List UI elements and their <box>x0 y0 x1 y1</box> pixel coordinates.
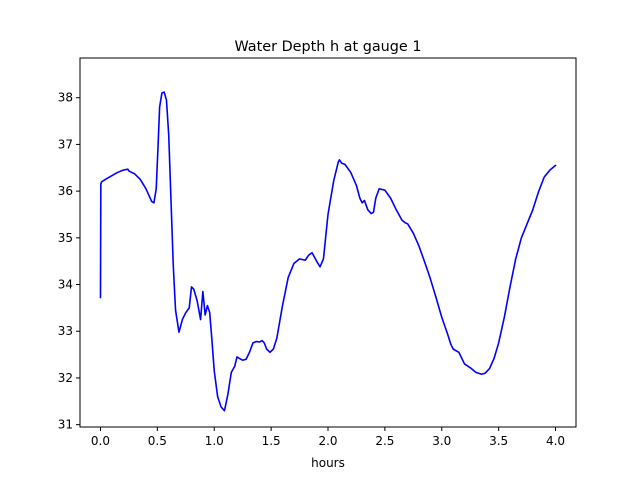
series-layer <box>99 91 557 412</box>
x-tick-label: 4.0 <box>546 434 565 448</box>
y-axis-ticks: 31 32 33 34 35 36 37 38 <box>58 91 80 432</box>
series-line-0 <box>99 91 557 412</box>
y-tick-label: 35 <box>58 231 73 245</box>
chart-title: Water Depth h at gauge 1 <box>234 39 421 55</box>
y-tick-label: 31 <box>58 418 73 432</box>
x-axis-label: hours <box>311 456 345 470</box>
y-tick-label: 37 <box>58 137 73 151</box>
x-tick-label: 2.0 <box>318 434 337 448</box>
x-tick-label: 1.0 <box>205 434 224 448</box>
x-tick-label: 3.0 <box>432 434 451 448</box>
x-tick-label: 1.5 <box>262 434 281 448</box>
y-tick-label: 34 <box>58 278 73 292</box>
plot-area <box>79 57 577 428</box>
x-tick-label: 3.5 <box>489 434 508 448</box>
x-tick-label: 0.5 <box>148 434 167 448</box>
plot-background <box>80 58 576 427</box>
x-axis-ticks: 0.0 0.5 1.0 1.5 2.0 2.5 3.0 3.5 4.0 <box>91 427 565 448</box>
y-tick-label: 36 <box>58 184 73 198</box>
y-tick-label: 32 <box>58 371 73 385</box>
x-tick-label: 2.5 <box>375 434 394 448</box>
y-tick-label: 38 <box>58 91 73 105</box>
y-tick-label: 33 <box>58 324 73 338</box>
x-tick-label: 0.0 <box>91 434 110 448</box>
